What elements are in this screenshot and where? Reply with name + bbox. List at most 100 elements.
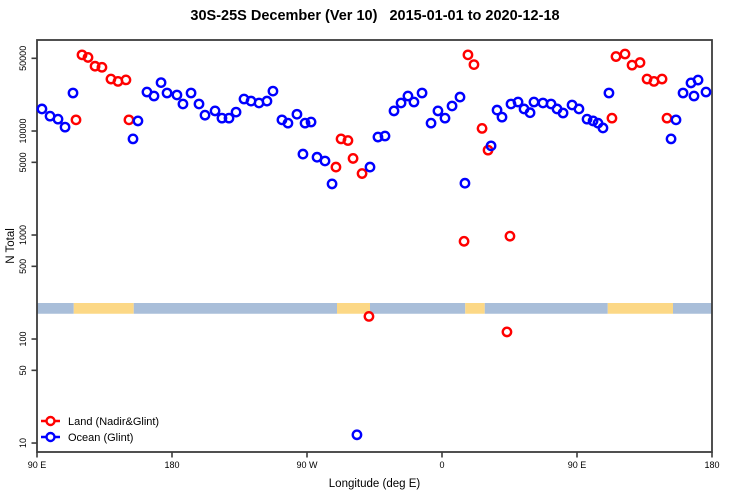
x-axis-tick-label: 90 W (296, 460, 318, 470)
data-point-ocean (603, 87, 615, 99)
data-point-land (363, 311, 375, 322)
legend-marker (45, 415, 56, 427)
y-axis-tick-label: 10 (18, 438, 28, 448)
data-point-ocean (425, 117, 437, 129)
y-axis-title: N Total (5, 228, 17, 264)
data-point-ocean (432, 105, 444, 117)
data-point-ocean (416, 87, 428, 99)
data-point-land (462, 49, 474, 61)
data-point-ocean (491, 104, 503, 116)
data-point-ocean (223, 112, 235, 124)
data-point-ocean (59, 121, 71, 133)
data-point-ocean (132, 115, 144, 127)
data-point-ocean (692, 74, 704, 86)
land-ocean-band-segment-land (607, 303, 673, 314)
land-ocean-band-segment-ocean (484, 303, 608, 314)
data-point-ocean (402, 90, 414, 102)
y-axis-tick-label: 500 (18, 259, 28, 274)
data-point-ocean (36, 103, 48, 115)
data-point-ocean (127, 133, 139, 145)
data-point-ocean (665, 133, 677, 145)
data-point-ocean (700, 86, 712, 98)
data-point-land (501, 326, 513, 338)
data-point-land (89, 60, 101, 72)
data-point-land (656, 73, 668, 85)
data-point-ocean (379, 130, 391, 142)
legend-label: Ocean (Glint) (68, 432, 133, 444)
data-point-land (504, 230, 516, 242)
y-axis-tick-label: 10000 (18, 118, 28, 143)
data-point-land (619, 48, 631, 60)
x-axis-tick-label: 180 (164, 460, 179, 470)
data-point-land (347, 153, 359, 164)
data-point-land (606, 112, 618, 124)
data-point-ocean (688, 90, 700, 102)
data-point-ocean (267, 85, 279, 97)
data-point-ocean (282, 117, 294, 129)
data-point-ocean (677, 87, 689, 99)
data-point-ocean (148, 90, 160, 102)
data-point-ocean (597, 122, 609, 134)
data-point-ocean (326, 178, 338, 190)
data-point-ocean (297, 148, 309, 160)
data-point-ocean (454, 91, 466, 103)
data-point-land (458, 235, 470, 247)
data-point-ocean (512, 96, 524, 108)
data-point-ocean (52, 113, 64, 125)
data-point-ocean (305, 116, 317, 128)
data-point-ocean (67, 87, 79, 99)
data-point-ocean (581, 113, 593, 125)
data-point-land (661, 112, 673, 124)
data-point-ocean (319, 155, 331, 167)
data-point-ocean (209, 105, 221, 117)
data-point-ocean (557, 107, 569, 119)
data-point-land (468, 59, 480, 71)
data-point-ocean (388, 105, 400, 117)
data-point-land (96, 61, 108, 73)
land-ocean-band-segment-land (73, 303, 134, 314)
data-point-ocean (299, 117, 311, 129)
x-axis-tick-label: 90 E (28, 460, 47, 470)
land-ocean-band-segment-land (465, 303, 485, 314)
data-point-land (70, 114, 82, 126)
land-ocean-band-segment-ocean (133, 303, 337, 314)
data-point-land (123, 114, 135, 126)
land-ocean-band-segment-ocean (673, 303, 712, 314)
data-point-ocean (185, 87, 197, 99)
y-axis-tick-label: 100 (18, 332, 28, 347)
data-point-ocean (573, 103, 585, 115)
legend-marker (45, 431, 56, 443)
y-axis-tick-label: 5000 (18, 152, 28, 172)
data-point-ocean (372, 131, 384, 143)
data-point-ocean (177, 98, 189, 110)
data-point-ocean (408, 96, 420, 108)
data-point-ocean (439, 112, 451, 124)
data-point-ocean (524, 107, 536, 119)
data-point-ocean (291, 108, 303, 120)
y-axis-tick-label: 50 (18, 365, 28, 375)
data-point-land (634, 57, 646, 68)
x-axis-title: Longitude (deg E) (329, 478, 421, 490)
legend-label: Land (Nadir&Glint) (68, 416, 159, 428)
data-point-land (356, 168, 368, 179)
data-point-ocean (364, 161, 376, 173)
data-point-ocean (161, 87, 173, 99)
data-point-ocean (528, 96, 540, 108)
data-point-land (120, 74, 132, 86)
data-point-ocean (171, 89, 183, 101)
data-point-ocean (230, 106, 242, 118)
data-point-ocean (199, 109, 211, 121)
x-axis-tick-label: 180 (704, 460, 719, 470)
data-point-ocean (216, 112, 228, 124)
data-point-ocean (496, 111, 508, 123)
data-point-land (76, 49, 88, 61)
y-axis-tick-label: 50000 (18, 46, 28, 71)
x-axis-tick-label: 90 E (568, 460, 587, 470)
data-point-land (610, 51, 622, 62)
land-ocean-band-segment-ocean (37, 303, 74, 314)
data-point-land (342, 135, 354, 146)
data-point-land (476, 122, 488, 134)
y-axis-tick-label: 1000 (18, 225, 28, 245)
